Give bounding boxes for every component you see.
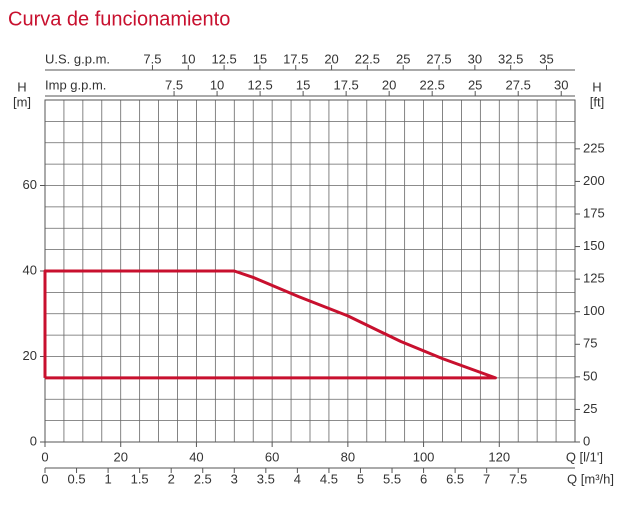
y2-tick-label: 0	[583, 433, 590, 448]
x4-tick-label: 17.5	[333, 77, 358, 92]
y2-tick-label: 75	[583, 336, 597, 351]
y-tick-label: 0	[30, 433, 37, 448]
x2-tick-label: 3	[231, 471, 238, 486]
x2-tick-label: 1.5	[131, 471, 149, 486]
x4-tick-label: 25	[468, 77, 482, 92]
y-axis-label: H	[17, 79, 26, 94]
x2-tick-label: 4.5	[320, 471, 338, 486]
x-tick-label: 80	[341, 449, 355, 464]
x3-tick-label: 7.5	[143, 51, 161, 66]
y2-tick-label: 50	[583, 368, 597, 383]
x-tick-label: 20	[113, 449, 127, 464]
x4-tick-label: 30	[554, 77, 568, 92]
x3-tick-label: 10	[181, 51, 195, 66]
x3-tick-label: 32.5	[498, 51, 523, 66]
x2-tick-label: 2.5	[194, 471, 212, 486]
x3-tick-label: 27.5	[426, 51, 451, 66]
y2-tick-label: 150	[583, 238, 605, 253]
y2-tick-label: 200	[583, 173, 605, 188]
x2-axis-label: Q [m³/h]	[567, 471, 614, 486]
x3-tick-label: 25	[396, 51, 410, 66]
y-tick-label: 40	[23, 262, 37, 277]
x2-tick-label: 7.5	[509, 471, 527, 486]
x4-tick-label: 15	[296, 77, 310, 92]
x4-tick-label: 27.5	[506, 77, 531, 92]
x3-tick-label: 15	[253, 51, 267, 66]
x3-tick-label: 22.5	[355, 51, 380, 66]
x2-tick-label: 5.5	[383, 471, 401, 486]
x4-tick-label: 10	[210, 77, 224, 92]
x2-tick-label: 5	[357, 471, 364, 486]
chart-title: Curva de funcionamiento	[8, 8, 230, 30]
x2-tick-label: 6	[420, 471, 427, 486]
x2-tick-label: 4	[294, 471, 301, 486]
x-tick-label: 60	[265, 449, 279, 464]
x3-tick-label: 30	[468, 51, 482, 66]
x3-tick-label: 20	[324, 51, 338, 66]
x-tick-label: 120	[488, 449, 510, 464]
y2-tick-label: 175	[583, 205, 605, 220]
x3-tick-label: 12.5	[211, 51, 236, 66]
y2-tick-label: 100	[583, 303, 605, 318]
x-tick-label: 40	[189, 449, 203, 464]
x4-tick-label: 22.5	[420, 77, 445, 92]
x3-tick-label: 17.5	[283, 51, 308, 66]
y-tick-label: 20	[23, 348, 37, 363]
x4-tick-label: 20	[382, 77, 396, 92]
y-tick-label: 60	[23, 177, 37, 192]
curve	[43, 269, 497, 380]
x2-tick-label: 3.5	[257, 471, 275, 486]
y2-tick-label: 125	[583, 271, 605, 286]
y2-tick-label: 225	[583, 140, 605, 155]
x2-tick-label: 0	[41, 471, 48, 486]
x2-tick-label: 1	[104, 471, 111, 486]
x-tick-label: 0	[41, 449, 48, 464]
x2-tick-label: 0.5	[68, 471, 86, 486]
x4-tick-label: 12.5	[247, 77, 272, 92]
x4-tick-label: 7.5	[165, 77, 183, 92]
x2-tick-label: 2	[168, 471, 175, 486]
x3-tick-label: 35	[539, 51, 553, 66]
x2-tick-label: 6.5	[446, 471, 464, 486]
x-tick-label: 100	[413, 449, 435, 464]
x-axis-label: Q [l/1']	[566, 449, 603, 464]
y2-tick-label: 25	[583, 401, 597, 416]
x4-axis-label: Imp g.p.m.	[45, 77, 106, 92]
x2-tick-label: 7	[483, 471, 490, 486]
y2-axis-label: H	[592, 79, 601, 94]
y-axis-unit: [m]	[13, 94, 31, 109]
x3-axis-label: U.S. g.p.m.	[45, 51, 110, 66]
y2-axis-unit: [ft]	[590, 94, 604, 109]
